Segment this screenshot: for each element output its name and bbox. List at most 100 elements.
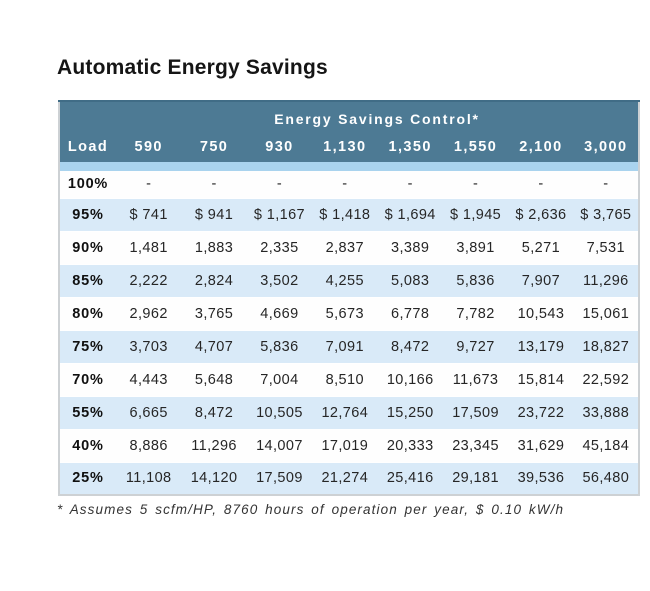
value-cell: - [181, 171, 247, 198]
value-cell: $ 1,945 [442, 198, 509, 231]
load-cell: 85% [59, 264, 116, 297]
value-cell: 7,907 [508, 264, 574, 297]
value-cell: 23,345 [442, 429, 509, 462]
value-cell: 11,108 [116, 462, 182, 495]
value-cell: 11,296 [181, 429, 247, 462]
load-cell: 40% [59, 429, 116, 462]
value-cell: 2,335 [246, 231, 313, 264]
value-cell: 15,814 [508, 363, 574, 396]
value-cell: 15,250 [377, 396, 443, 429]
value-cell: 3,502 [246, 264, 313, 297]
column-header: 750 [181, 136, 247, 162]
divider-strip-row [59, 162, 639, 171]
value-cell: 45,184 [573, 429, 639, 462]
column-header-row: Load 590 750 930 1,130 1,350 1,550 2,100 3,000 [59, 136, 639, 162]
load-cell: 90% [59, 231, 116, 264]
load-cell: 95% [59, 198, 116, 231]
value-cell: 11,673 [442, 363, 509, 396]
value-cell: 21,274 [312, 462, 378, 495]
column-header: 3,000 [573, 136, 639, 162]
value-cell: 15,061 [573, 297, 639, 330]
column-header: 1,350 [377, 136, 443, 162]
value-cell: $ 1,418 [312, 198, 378, 231]
column-header-load: Load [59, 136, 116, 162]
value-cell: 22,592 [573, 363, 639, 396]
value-cell: 29,181 [442, 462, 509, 495]
value-cell: - [312, 171, 378, 198]
value-cell: 18,827 [573, 330, 639, 363]
table-row: 40% 8,886 11,296 14,007 17,019 20,333 23,345 31… [59, 429, 639, 462]
column-header: 2,100 [508, 136, 574, 162]
value-cell: 4,443 [116, 363, 182, 396]
value-cell: 7,091 [312, 330, 378, 363]
value-cell: $ 1,167 [246, 198, 313, 231]
table-header-title: Energy Savings Control* [116, 100, 639, 136]
column-header: 930 [246, 136, 313, 162]
value-cell: 3,703 [116, 330, 182, 363]
energy-savings-table: Energy Savings Control* Load 590 750 930 1,… [58, 100, 640, 496]
table-row: 55% 6,665 8,472 10,505 12,764 15,250 17,509 23,… [59, 396, 639, 429]
value-cell: 3,765 [181, 297, 247, 330]
value-cell: 1,481 [116, 231, 182, 264]
value-cell: 14,007 [246, 429, 313, 462]
value-cell: 17,019 [312, 429, 378, 462]
table-row: 70% 4,443 5,648 7,004 8,510 10,166 11,673 15,81… [59, 363, 639, 396]
table-row: 85% 2,222 2,824 3,502 4,255 5,083 5,836 7,907 11… [59, 264, 639, 297]
table-row: 90% 1,481 1,883 2,335 2,837 3,389 3,891 5,271 7,… [59, 231, 639, 264]
value-cell: $ 741 [116, 198, 182, 231]
load-cell: 80% [59, 297, 116, 330]
value-cell: - [246, 171, 313, 198]
value-cell: - [573, 171, 639, 198]
value-cell: 8,472 [181, 396, 247, 429]
column-header: 590 [116, 136, 182, 162]
value-cell: 2,824 [181, 264, 247, 297]
value-cell: 7,531 [573, 231, 639, 264]
column-header: 1,130 [312, 136, 378, 162]
value-cell: 3,891 [442, 231, 509, 264]
value-cell: 5,673 [312, 297, 378, 330]
table-row: 100% - - - - - - - - [59, 171, 639, 198]
value-cell: 31,629 [508, 429, 574, 462]
load-cell: 55% [59, 396, 116, 429]
value-cell: 2,837 [312, 231, 378, 264]
value-cell: 5,836 [442, 264, 509, 297]
value-cell: 23,722 [508, 396, 574, 429]
value-cell: 11,296 [573, 264, 639, 297]
table-row: 75% 3,703 4,707 5,836 7,091 8,472 9,727 13,179 1… [59, 330, 639, 363]
value-cell: 12,764 [312, 396, 378, 429]
value-cell: 14,120 [181, 462, 247, 495]
value-cell: - [442, 171, 509, 198]
value-cell: - [116, 171, 182, 198]
value-cell: 9,727 [442, 330, 509, 363]
value-cell: 1,883 [181, 231, 247, 264]
divider-strip [59, 162, 639, 171]
value-cell: 39,536 [508, 462, 574, 495]
value-cell: 5,083 [377, 264, 443, 297]
value-cell: 5,648 [181, 363, 247, 396]
value-cell: 25,416 [377, 462, 443, 495]
value-cell: - [377, 171, 443, 198]
value-cell: 8,472 [377, 330, 443, 363]
table-title-row: Energy Savings Control* [59, 100, 639, 136]
value-cell: 17,509 [442, 396, 509, 429]
value-cell: 2,222 [116, 264, 182, 297]
load-cell: 25% [59, 462, 116, 495]
value-cell: $ 3,765 [573, 198, 639, 231]
value-cell: 4,255 [312, 264, 378, 297]
value-cell: 8,886 [116, 429, 182, 462]
load-cell: 100% [59, 171, 116, 198]
value-cell: - [508, 171, 574, 198]
value-cell: 6,665 [116, 396, 182, 429]
value-cell: $ 2,636 [508, 198, 574, 231]
value-cell: 10,505 [246, 396, 313, 429]
value-cell: 7,004 [246, 363, 313, 396]
value-cell: 10,543 [508, 297, 574, 330]
value-cell: 8,510 [312, 363, 378, 396]
value-cell: $ 941 [181, 198, 247, 231]
value-cell: 56,480 [573, 462, 639, 495]
value-cell: 7,782 [442, 297, 509, 330]
value-cell: 10,166 [377, 363, 443, 396]
value-cell: 33,888 [573, 396, 639, 429]
table-row: 80% 2,962 3,765 4,669 5,673 6,778 7,782 10,543 1… [59, 297, 639, 330]
